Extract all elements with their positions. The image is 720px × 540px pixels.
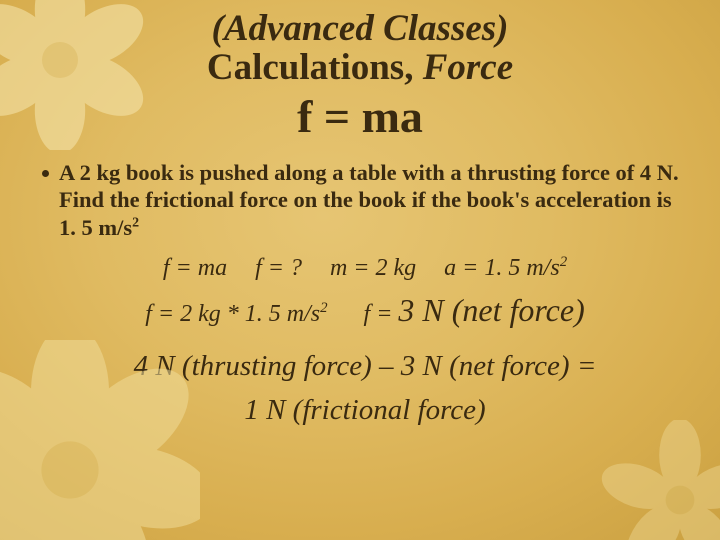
title-block: (Advanced Classes) Calculations, Force f… [0, 0, 720, 143]
work-result-big: 3 N (net force) [398, 292, 584, 328]
title-italic-force: Force [423, 47, 513, 88]
content-area: A 2 kg book is pushed along a table with… [0, 143, 720, 432]
problem-exponent: 2 [132, 215, 139, 230]
conclusion-line1: 4 N (thrusting force) – 3 N (net force) … [42, 345, 688, 389]
bullet-item: A 2 kg book is pushed along a table with… [42, 159, 688, 241]
work-result-prefix: f = [364, 301, 399, 327]
title-plain: Calculations, [207, 47, 423, 88]
work-accel: a = 1. 5 m/s [444, 255, 560, 281]
work-sub-sup: 2 [320, 300, 327, 316]
work-calculation-line: f = 2 kg * 1. 5 m/s2 f = 3 N (net force) [42, 292, 688, 329]
conclusion-line2: 1 N (frictional force) [42, 389, 688, 433]
formula-main: f = ma [0, 90, 720, 143]
work-givens-line: f = ma f = ? m = 2 kg a = 1. 5 m/s2 [42, 255, 688, 282]
work-substitution: f = 2 kg * 1. 5 m/s [145, 301, 320, 327]
bullet-dot-icon [42, 170, 49, 177]
slide: (Advanced Classes) Calculations, Force f… [0, 0, 720, 540]
work-unknown: f = ? [255, 255, 302, 281]
flower-decoration-bottom-right [600, 420, 720, 540]
title-line-calculations: Calculations, Force [0, 49, 720, 88]
work-accel-sup: 2 [560, 254, 567, 270]
work-mass: m = 2 kg [330, 255, 416, 281]
problem-text: A 2 kg book is pushed along a table with… [59, 160, 679, 240]
conclusion-block: 4 N (thrusting force) – 3 N (net force) … [42, 345, 688, 432]
work-formula: f = ma [163, 255, 227, 281]
work-block: f = ma f = ? m = 2 kg a = 1. 5 m/s2 f = … [42, 255, 688, 329]
title-line-advanced: (Advanced Classes) [0, 10, 720, 49]
problem-statement: A 2 kg book is pushed along a table with… [59, 159, 688, 241]
